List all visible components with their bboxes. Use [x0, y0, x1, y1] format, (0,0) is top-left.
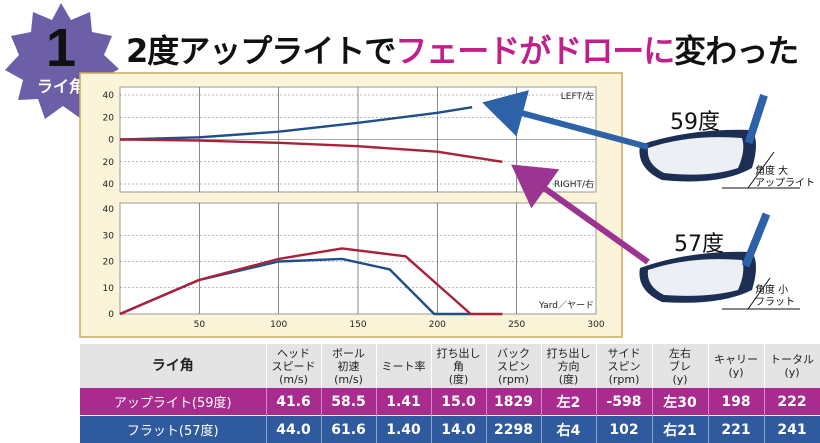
table-header-cell: トータル (y)	[764, 344, 820, 388]
y-tick-label: 20	[103, 158, 115, 168]
x-tick-label: 150	[349, 320, 366, 330]
y-tick-label: 30	[103, 231, 115, 241]
y-tick-label: 40	[103, 91, 115, 101]
table-cell: 58.5	[321, 388, 376, 416]
x-tick-label: 200	[429, 320, 446, 330]
table-cell: 左30	[652, 388, 708, 416]
club-shaft-upright	[745, 94, 768, 144]
y-tick-label: 20	[103, 258, 115, 268]
y-tick-label: 0	[108, 136, 114, 146]
y-tick-label: 20	[103, 113, 115, 123]
table-header-cell: 打ち出し 方向 (度)	[541, 344, 596, 388]
club-desc-upright: 角度 大アップライト	[755, 166, 815, 190]
x-axis-label: Yard／ヤード	[538, 300, 594, 311]
table-cell: 2298	[486, 416, 541, 443]
table-cell: 102	[596, 416, 652, 443]
club-shaft-flat	[742, 213, 770, 268]
table-cell: 41.6	[266, 388, 321, 416]
results-table: ライ角ヘッド スピード (m/s)ボール 初速 (m/s)ミート率打ち出し 角 …	[80, 344, 820, 443]
club-label-flat: 57度	[674, 226, 724, 258]
table-cell: 1829	[486, 388, 541, 416]
club-desc-upright-line2: アップライト	[755, 178, 815, 190]
table-cell: 1.41	[376, 388, 431, 416]
table-cell: 1.40	[376, 416, 431, 443]
table-cell: 15.0	[431, 388, 486, 416]
y-tick-label: 0	[108, 310, 114, 320]
y-tick-label: 40	[103, 205, 115, 215]
table-cell: 241	[764, 416, 820, 443]
club-desc-upright-line1: 角度 大	[755, 166, 815, 178]
table-header-cell: 打ち出し 角 (度)	[431, 344, 486, 388]
y-tick-label: 10	[103, 284, 115, 294]
table-header-cell: 左右 ブレ (y)	[652, 344, 708, 388]
table-cell: 222	[764, 388, 820, 416]
table-cell: 右4	[541, 416, 596, 443]
table-cell: 14.0	[431, 416, 486, 443]
table-cell: 198	[708, 388, 764, 416]
table-cell: -598	[596, 388, 652, 416]
club-desc-flat-line1: 角度 小	[755, 285, 795, 297]
row-label: アップライト(59度)	[80, 388, 266, 416]
club-desc-flat: 角度 小フラット	[755, 285, 795, 309]
table-cell: 61.6	[321, 416, 376, 443]
table-cell: 左2	[541, 388, 596, 416]
table-header-cell: バック スピン (rpm)	[486, 344, 541, 388]
table-cell: 44.0	[266, 416, 321, 443]
y-tick-label: 40	[103, 180, 115, 190]
x-tick-label: 300	[587, 320, 604, 330]
table-header-row: ライ角ヘッド スピード (m/s)ボール 初速 (m/s)ミート率打ち出し 角 …	[80, 344, 820, 388]
table-header-cell: ライ角	[80, 344, 266, 388]
table-header-cell: サイド スピン (rpm)	[596, 344, 652, 388]
table-header-cell: ヘッド スピード (m/s)	[266, 344, 321, 388]
table-header-cell: ボール 初速 (m/s)	[321, 344, 376, 388]
x-tick-label: 100	[270, 320, 287, 330]
table-cell: 右21	[652, 416, 708, 443]
table-header-cell: ミート率	[376, 344, 431, 388]
table-cell: 221	[708, 416, 764, 443]
x-tick-label: 250	[508, 320, 525, 330]
x-tick-label: 50	[194, 320, 206, 330]
club-label-upright: 59度	[670, 104, 720, 136]
top-view-plot: 40 20 0 20 40 LEFT/左 RIGHT/右	[103, 87, 596, 192]
legend-right: RIGHT/右	[554, 178, 594, 190]
legend-left: LEFT/左	[561, 90, 594, 102]
table-header-cell: キャリー (y)	[708, 344, 764, 388]
club-desc-flat-line2: フラット	[755, 297, 795, 309]
row-label: フラット(57度)	[80, 416, 266, 443]
